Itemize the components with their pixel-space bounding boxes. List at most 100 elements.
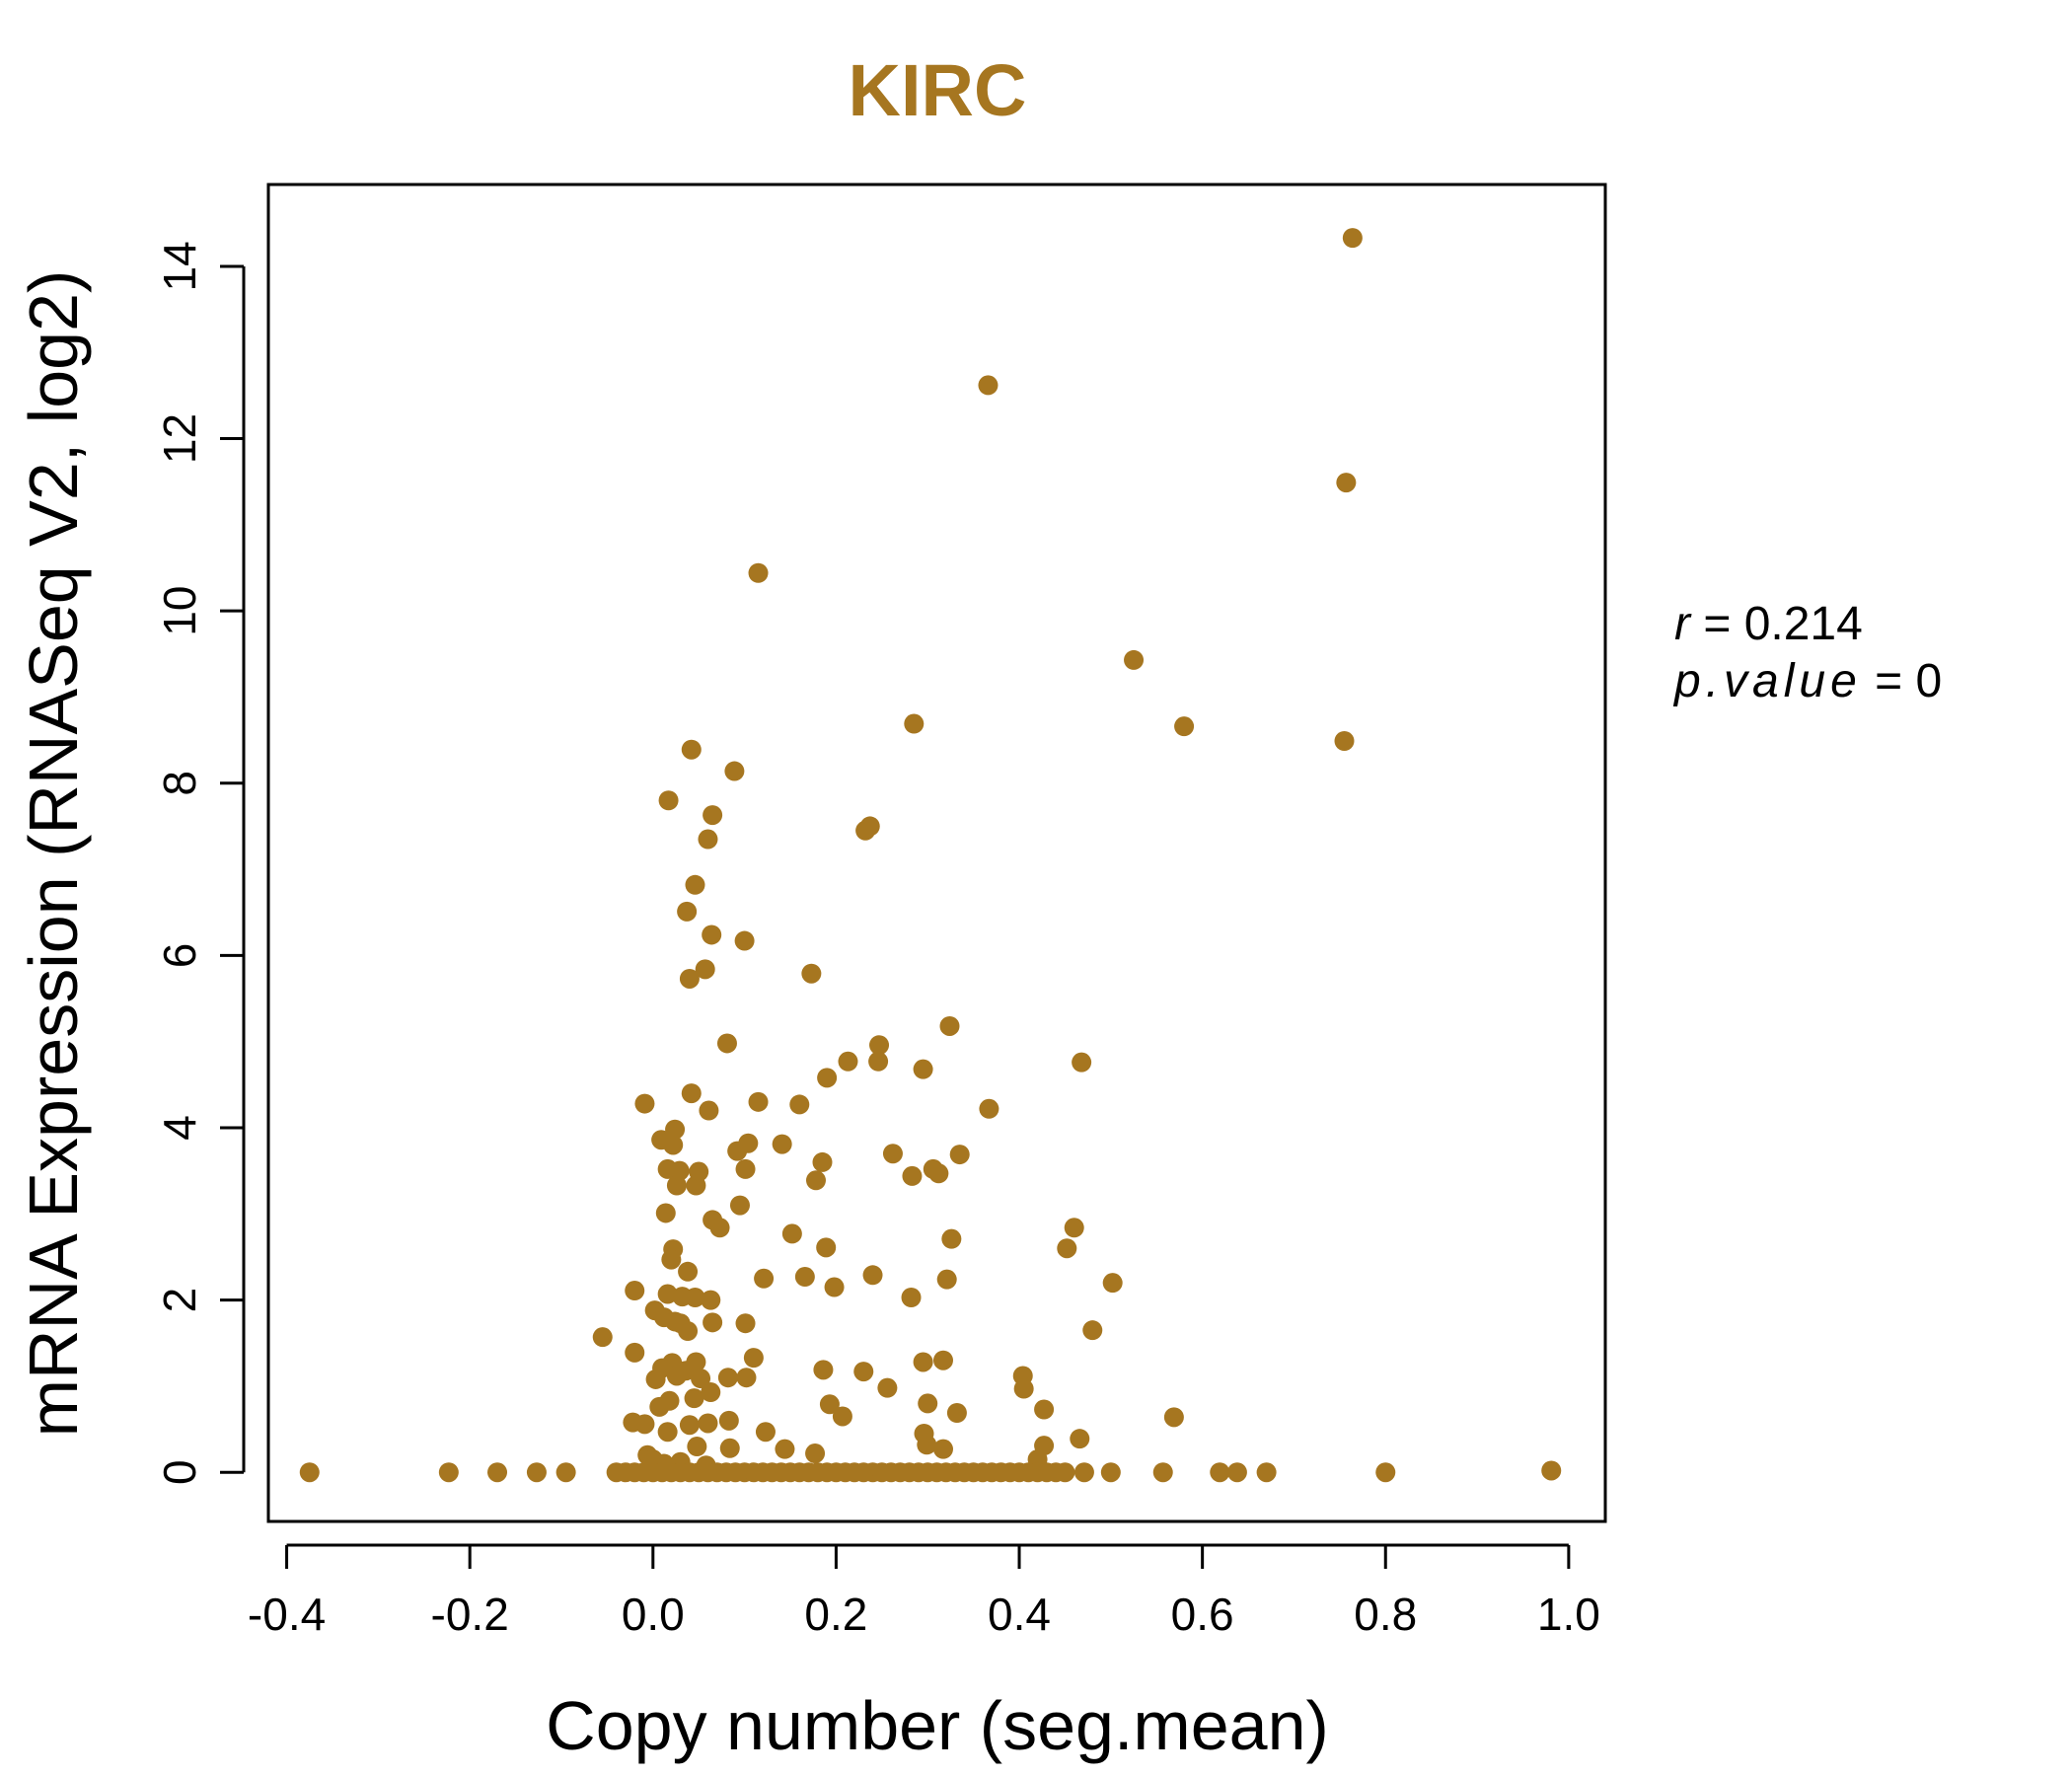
data-point (941, 1228, 962, 1249)
data-point (869, 1035, 890, 1056)
data-point (698, 829, 718, 850)
x-tick-label: 0.2 (804, 1589, 867, 1640)
x-tick-label: -0.4 (248, 1589, 326, 1640)
data-point (1334, 731, 1355, 752)
data-point (685, 874, 705, 895)
data-point (794, 1267, 815, 1288)
data-point (1256, 1462, 1277, 1483)
data-point (625, 1281, 645, 1301)
data-point (679, 1415, 700, 1436)
data-point (665, 1119, 686, 1140)
data-point (634, 1414, 655, 1435)
data-point (658, 790, 679, 811)
data-point (946, 1402, 967, 1423)
data-point (666, 1366, 687, 1386)
data-point (1072, 1052, 1092, 1073)
data-point (717, 1368, 738, 1388)
data-point (681, 1083, 702, 1104)
data-point (936, 1269, 957, 1290)
data-point (928, 1163, 949, 1184)
data-point (755, 1422, 776, 1443)
data-point (932, 1439, 953, 1459)
x-axis: -0.4 -0.2 0.0 0.2 0.4 0.6 0.8 1.0 (248, 1543, 1600, 1640)
data-point (634, 1093, 655, 1114)
data-point (677, 901, 698, 922)
correlation-p-value: p.value = 0 (1672, 655, 1942, 707)
y-tick-label: 4 (154, 1115, 205, 1141)
data-point (299, 1462, 320, 1483)
x-tick-label: 0.0 (622, 1589, 685, 1640)
data-point (716, 1033, 737, 1054)
data-point (838, 1051, 858, 1072)
data-point (702, 925, 722, 945)
data-point (1082, 1320, 1103, 1341)
data-point (724, 761, 745, 781)
data-point (789, 1094, 810, 1115)
data-point (819, 1394, 840, 1415)
data-point (805, 1443, 826, 1464)
y-tick-label: 0 (154, 1459, 205, 1485)
data-point (678, 1261, 699, 1282)
data-point (678, 1321, 699, 1342)
data-point (729, 1195, 750, 1216)
data-point (832, 1406, 852, 1427)
data-point (1070, 1429, 1090, 1449)
data-point (703, 805, 723, 826)
data-point (1073, 1462, 1094, 1483)
data-point (1210, 1462, 1230, 1483)
data-point (775, 1439, 795, 1459)
data-point (735, 1313, 756, 1334)
data-point (661, 1249, 682, 1270)
data-point (1152, 1462, 1173, 1483)
x-tick-label: -0.2 (431, 1589, 509, 1640)
data-point (939, 1015, 960, 1036)
data-point (681, 739, 702, 760)
data-point (772, 1134, 792, 1154)
data-point (1342, 228, 1363, 249)
x-tick-label: 1.0 (1537, 1589, 1600, 1640)
data-point (691, 1369, 711, 1389)
data-point (685, 1288, 705, 1308)
data-point (817, 1068, 838, 1088)
data-point (1102, 1273, 1123, 1294)
data-point (805, 1170, 826, 1191)
data-point (913, 1352, 933, 1372)
data-point (487, 1462, 508, 1483)
data-point (657, 1422, 678, 1443)
correlation-r: r = 0.214 (1674, 598, 1863, 650)
y-tick-label: 2 (154, 1288, 205, 1313)
data-point (699, 1100, 719, 1121)
data-point (855, 820, 876, 841)
data-point (1013, 1378, 1034, 1399)
data-point (1064, 1218, 1084, 1238)
x-tick-label: 0.4 (988, 1589, 1051, 1640)
data-point (801, 963, 822, 984)
y-axis-label: mRNA Expression (RNASeq V2, log2) (15, 270, 92, 1438)
data-point (669, 1160, 690, 1181)
data-point (1100, 1462, 1121, 1483)
data-point (526, 1462, 547, 1483)
data-point (748, 562, 769, 583)
data-point (781, 1223, 802, 1244)
data-point (1124, 649, 1145, 670)
data-point (1174, 716, 1195, 737)
data-point (686, 1175, 706, 1196)
data-point (701, 1382, 721, 1403)
x-axis-label: Copy number (seg.mean) (546, 1687, 1329, 1764)
data-point (917, 1435, 937, 1455)
data-point (902, 1165, 923, 1186)
data-point (736, 1368, 757, 1388)
data-point (949, 1145, 970, 1165)
data-point (625, 1342, 645, 1363)
data-point (555, 1462, 576, 1483)
data-points (299, 228, 1562, 1483)
data-point (1034, 1399, 1055, 1420)
y-axis: 0 2 4 6 8 10 12 14 (154, 241, 246, 1485)
data-point (684, 1388, 704, 1409)
x-tick-label: 0.8 (1354, 1589, 1417, 1640)
data-point (703, 1312, 723, 1333)
data-point (734, 930, 755, 951)
data-point (649, 1396, 670, 1417)
y-tick-label: 6 (154, 943, 205, 969)
